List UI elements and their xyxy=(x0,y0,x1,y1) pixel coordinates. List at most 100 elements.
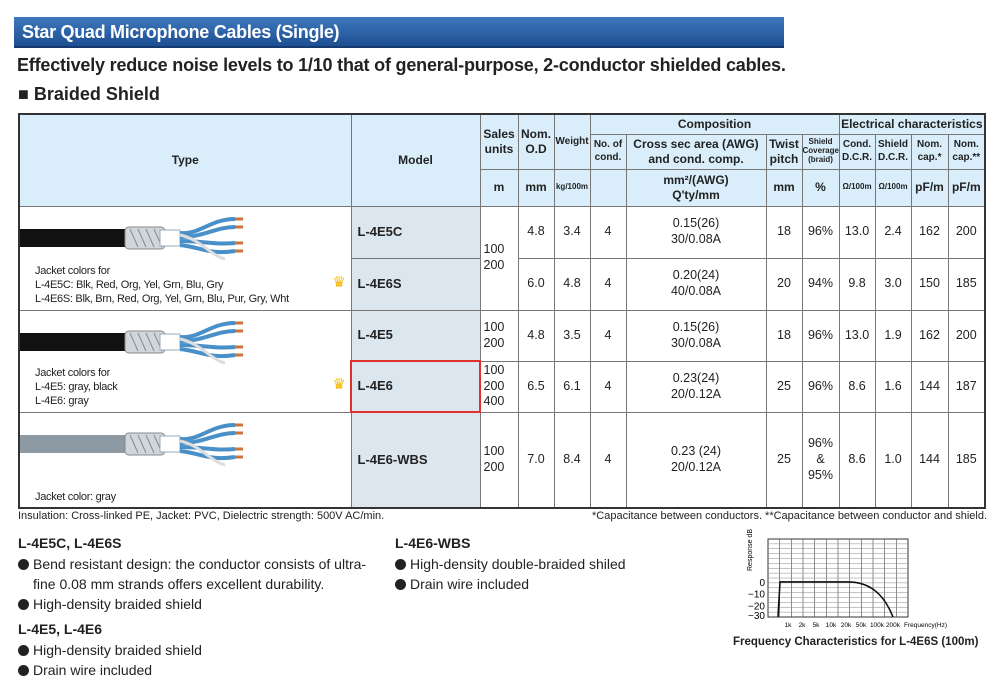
note-capacitance: *Capacitance between conductors. **Capac… xyxy=(592,510,988,522)
jacket-colors-text: L-4E5: gray, black xyxy=(35,380,118,393)
jacket-colors-text: Jacket colors for xyxy=(35,366,110,379)
cross-cell: 0.23 (24) 20/0.12A xyxy=(625,411,767,509)
cap1-cell: 144 xyxy=(910,360,949,413)
twist-cell: 20 xyxy=(765,257,803,311)
cross-cell: 0.23(24) 20/0.12A xyxy=(625,360,767,413)
y-tick-label: −20 xyxy=(748,601,765,612)
spec-table: Type Model Sales units Nom. O.D Weight C… xyxy=(18,113,987,509)
unit-sdcr: Ω/100m xyxy=(874,168,912,207)
sales-units-cell: 100 200 xyxy=(479,205,519,311)
cond-cell: 4 xyxy=(589,257,627,311)
sales-units-cell: 100 200 xyxy=(479,309,519,362)
x-tick-label: 1k xyxy=(785,622,793,629)
header-twist: Twist pitch xyxy=(765,133,803,170)
header-sales: Sales units xyxy=(479,113,519,170)
crown-icon: ♛ xyxy=(332,273,346,291)
sdcr-cell: 1.6 xyxy=(874,360,912,413)
y-axis-label: Response dB xyxy=(747,529,754,571)
jacket-colors-text: L-4E6: gray xyxy=(35,395,89,408)
unit-cond xyxy=(589,168,627,207)
weight-cell: 3.5 xyxy=(553,309,591,362)
sdcr-cell: 1.9 xyxy=(874,309,912,362)
cap2-cell: 185 xyxy=(947,411,986,509)
unit-sales: m xyxy=(479,168,519,207)
header-shield: Shield Coverage (braid) xyxy=(801,133,840,170)
subtitle: Effectively reduce noise levels to 1/10 … xyxy=(17,55,786,75)
cap2-cell: 185 xyxy=(947,257,986,311)
cdcr-cell: 13.0 xyxy=(838,205,876,259)
shield-cell: 96% xyxy=(801,309,840,362)
header-cap1: Nom. cap.* xyxy=(910,133,949,170)
feature-item: Drain wire included xyxy=(395,574,626,594)
header-composition: Composition xyxy=(589,113,840,135)
unit-cdcr: Ω/100m xyxy=(838,168,876,207)
cap1-cell: 162 xyxy=(910,309,949,362)
jacket-colors-text: L-4E5C: Blk, Red, Org, Yel, Grn, Blu, Gr… xyxy=(35,278,224,291)
feature-item: High-density braided shield xyxy=(18,640,202,660)
feature-list: Bend resistant design: the conductor con… xyxy=(18,554,366,614)
feature-title: L-4E5C, L-4E6S xyxy=(18,535,122,551)
type-cell: ♛ Jacket colors for L-4E5C: Blk, Red, Org,… xyxy=(18,205,352,311)
od-cell: 6.5 xyxy=(517,360,555,413)
note-insulation: Insulation: Cross-linked PE, Jacket: PVC… xyxy=(18,510,385,522)
model-cell: L-4E6S xyxy=(350,257,481,311)
sales-units-cell: 100 200 xyxy=(479,411,519,509)
table-row: L-4E6 100 200 400 6.5 6.1 4 0.23(24) 20/0.12A 2… xyxy=(19,360,986,413)
table-row: ♛ Jacket colors for L-4E5C: Blk, Red, Org,… xyxy=(18,205,986,311)
cable-image xyxy=(20,320,243,364)
cross-cell: 0.15(26) 30/0.08A xyxy=(625,309,767,362)
x-tick-label: 2k xyxy=(799,622,807,629)
cap2-cell: 200 xyxy=(947,205,986,259)
cond-cell: 4 xyxy=(589,205,627,259)
od-cell: 7.0 xyxy=(517,411,555,509)
header-sdcr: Shield D.C.R. xyxy=(874,133,912,170)
cap1-cell: 150 xyxy=(910,257,949,311)
table-row: ♛ Jacket colors for L-4E5: gray, black L-4E… xyxy=(18,309,986,413)
feature-item: High-density braided shield xyxy=(18,594,366,614)
unit-cross: mm²/(AWG) Q'ty/mm xyxy=(625,168,767,207)
od-cell: 4.8 xyxy=(517,309,555,362)
cable-image xyxy=(20,216,243,260)
sdcr-cell: 3.0 xyxy=(874,257,912,311)
cond-cell: 4 xyxy=(589,360,627,413)
model-cell: L-4E6 xyxy=(350,360,481,413)
feature-list: High-density braided shield Drain wire i… xyxy=(18,640,202,680)
page-title: Star Quad Microphone Cables (Single) xyxy=(22,22,340,42)
x-axis-label: Frequency(Hz) xyxy=(904,622,947,629)
header-weight: Weight xyxy=(553,113,591,170)
twist-cell: 25 xyxy=(765,411,803,509)
feature-list: High-density double-braided shiled Drain… xyxy=(395,554,626,594)
sdcr-cell: 2.4 xyxy=(874,205,912,259)
header-cdcr: Cond. D.C.R. xyxy=(838,133,876,170)
y-tick-label: −10 xyxy=(748,590,765,601)
unit-cross-1: mm²/(AWG) xyxy=(663,172,729,187)
unit-cap1: pF/m xyxy=(910,168,949,207)
unit-shield: % xyxy=(801,168,840,207)
cap2-cell: 200 xyxy=(947,309,986,362)
od-cell: 4.8 xyxy=(517,205,555,259)
sales-units-cell: 100 200 400 xyxy=(479,360,519,413)
header-od: Nom. O.D xyxy=(517,113,555,170)
header-cond: No. of cond. xyxy=(589,133,627,170)
cdcr-cell: 13.0 xyxy=(838,309,876,362)
x-tick-label: 100k xyxy=(870,622,885,629)
cap1-cell: 162 xyxy=(910,205,949,259)
type-cell: ♛ Jacket colors for L-4E5: gray, black L-4E… xyxy=(18,309,352,413)
header-type: Type xyxy=(18,113,352,207)
header-model: Model xyxy=(350,113,481,207)
section-heading: ■ Braided Shield xyxy=(18,84,160,104)
jacket-colors-text: Jacket color: gray xyxy=(35,490,116,503)
x-tick-label: 10k xyxy=(826,622,837,629)
feature-item: High-density double-braided shiled xyxy=(395,554,626,574)
y-tick-label: 0 xyxy=(759,578,765,589)
title-bar: Star Quad Microphone Cables (Single) xyxy=(14,17,784,48)
unit-twist: mm xyxy=(765,168,803,207)
unit-weight: kg/100m xyxy=(553,168,591,207)
weight-cell: 8.4 xyxy=(553,411,591,509)
y-tick-label: −30 xyxy=(748,611,765,622)
type-cell: Jacket color: gray xyxy=(18,411,352,509)
od-cell: 6.0 xyxy=(517,257,555,311)
model-cell: L-4E5C xyxy=(350,205,481,259)
cable-image xyxy=(20,422,243,466)
cross-cell: 0.20(24) 40/0.08A xyxy=(625,257,767,311)
